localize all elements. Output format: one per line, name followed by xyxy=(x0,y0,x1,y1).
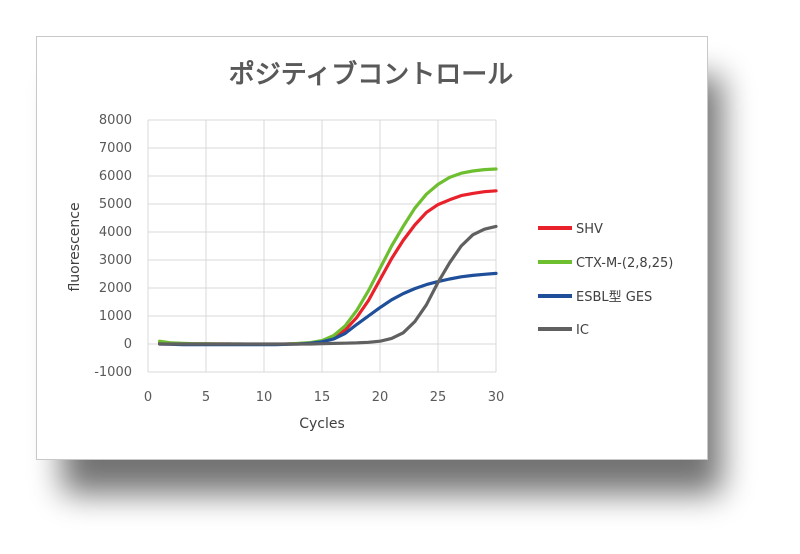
series-line xyxy=(158,167,498,346)
y-tick-label: 3000 xyxy=(99,253,132,268)
series-line xyxy=(158,271,498,347)
grid-lines xyxy=(147,119,497,373)
y-axis-ticks: -1000 0 1000 2000 3000 4000 5000 6000 7000 8000 xyxy=(94,113,132,380)
x-tick-label: 15 xyxy=(314,390,331,405)
legend-label: ESBL型 GES xyxy=(576,290,652,305)
x-tick-label: 10 xyxy=(256,390,273,405)
x-tick-label: 20 xyxy=(372,390,389,405)
x-axis-title: Cycles xyxy=(299,416,345,432)
legend-label: IC xyxy=(576,323,589,338)
y-tick-label: 0 xyxy=(124,337,132,352)
y-tick-label: 8000 xyxy=(99,113,132,128)
series-lines xyxy=(158,167,498,347)
chart-title: ポジティブコントロール xyxy=(229,59,513,90)
x-tick-label: 5 xyxy=(202,390,210,405)
y-tick-label: -1000 xyxy=(94,365,132,380)
x-tick-label: 30 xyxy=(488,390,505,405)
x-tick-label: 0 xyxy=(144,390,152,405)
y-axis-title: fluorescence xyxy=(67,202,83,291)
y-tick-label: 7000 xyxy=(99,141,132,156)
y-tick-label: 4000 xyxy=(99,225,132,240)
legend: SHV CTX-M-(2,8,25) ESBL型 GES IC xyxy=(538,222,673,338)
y-tick-label: 5000 xyxy=(99,197,132,212)
y-tick-label: 1000 xyxy=(99,309,132,324)
x-axis-ticks: 0 5 10 15 20 25 30 xyxy=(144,390,504,405)
x-tick-label: 25 xyxy=(430,390,447,405)
y-tick-label: 2000 xyxy=(99,281,132,296)
y-tick-label: 6000 xyxy=(99,169,132,184)
legend-label: SHV xyxy=(576,222,603,237)
legend-label: CTX-M-(2,8,25) xyxy=(576,256,673,271)
series-line xyxy=(158,224,498,346)
